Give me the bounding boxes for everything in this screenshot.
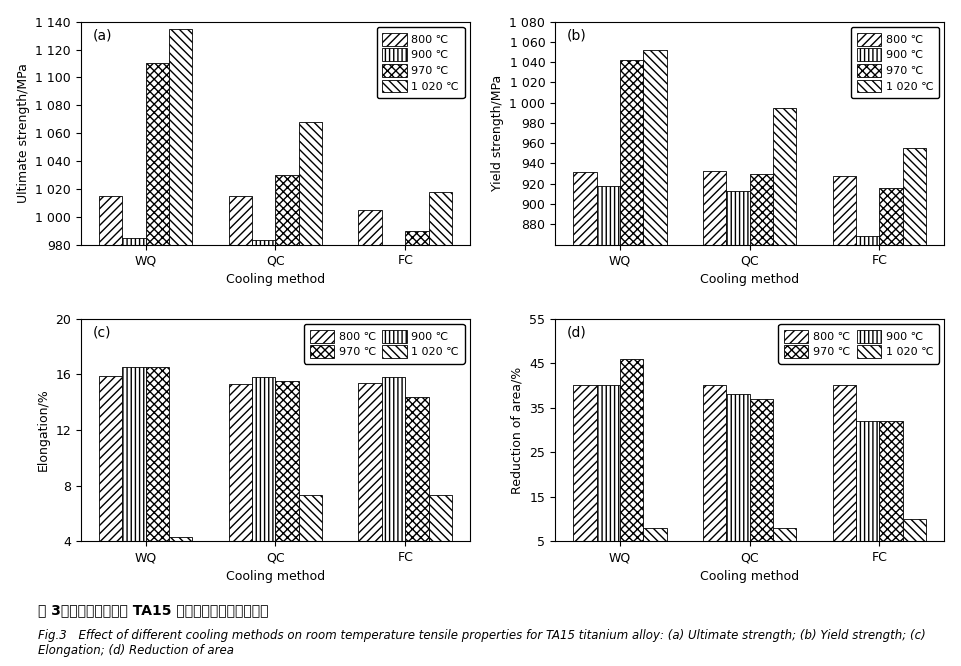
- Bar: [99, 376, 122, 541]
- Bar: [902, 519, 926, 541]
- Bar: [429, 192, 452, 244]
- Bar: [833, 386, 856, 541]
- Bar: [252, 240, 276, 244]
- Bar: [252, 377, 276, 541]
- Bar: [276, 381, 299, 541]
- Y-axis label: Elongation/%: Elongation/%: [37, 389, 50, 472]
- Legend: 800 ℃, 970 ℃, 900 ℃, 1 020 ℃: 800 ℃, 970 ℃, 900 ℃, 1 020 ℃: [778, 324, 939, 364]
- Bar: [146, 368, 169, 541]
- Bar: [703, 386, 727, 541]
- Bar: [879, 421, 902, 541]
- X-axis label: Cooling method: Cooling method: [226, 273, 325, 286]
- Bar: [727, 191, 750, 244]
- Bar: [856, 421, 879, 541]
- Bar: [750, 399, 773, 541]
- Text: (a): (a): [92, 29, 112, 43]
- Bar: [620, 60, 643, 244]
- X-axis label: Cooling method: Cooling method: [701, 569, 800, 583]
- Bar: [573, 386, 597, 541]
- Text: 图 3　不同冷却方式对 TA15 合金室温拉伸性能的影响: 图 3 不同冷却方式对 TA15 合金室温拉伸性能的影响: [38, 603, 269, 617]
- Bar: [597, 186, 620, 244]
- Y-axis label: Ultimate strength/MPa: Ultimate strength/MPa: [16, 63, 30, 203]
- Bar: [727, 394, 750, 541]
- Y-axis label: Reduction of area/%: Reduction of area/%: [511, 366, 524, 494]
- Bar: [879, 188, 902, 244]
- Legend: 800 ℃, 970 ℃, 900 ℃, 1 020 ℃: 800 ℃, 970 ℃, 900 ℃, 1 020 ℃: [304, 324, 464, 364]
- X-axis label: Cooling method: Cooling method: [226, 569, 325, 583]
- Legend: 800 ℃, 900 ℃, 970 ℃, 1 020 ℃: 800 ℃, 900 ℃, 970 ℃, 1 020 ℃: [377, 27, 464, 98]
- Bar: [299, 496, 322, 541]
- Bar: [856, 236, 879, 244]
- Bar: [358, 210, 382, 244]
- Bar: [597, 386, 620, 541]
- Bar: [382, 377, 406, 541]
- Text: Fig.3 Effect of different cooling methods on room temperature tensile properties: Fig.3 Effect of different cooling method…: [38, 629, 926, 657]
- Bar: [750, 174, 773, 244]
- Bar: [229, 384, 252, 541]
- Legend: 800 ℃, 900 ℃, 970 ℃, 1 020 ℃: 800 ℃, 900 ℃, 970 ℃, 1 020 ℃: [851, 27, 939, 98]
- Bar: [703, 170, 727, 244]
- Bar: [99, 196, 122, 244]
- Bar: [406, 396, 429, 541]
- Bar: [146, 63, 169, 244]
- Bar: [169, 537, 192, 541]
- Bar: [299, 122, 322, 244]
- Bar: [122, 238, 146, 244]
- Bar: [643, 50, 667, 244]
- Bar: [773, 528, 797, 541]
- Bar: [169, 29, 192, 244]
- X-axis label: Cooling method: Cooling method: [701, 273, 800, 286]
- Y-axis label: Yield strength/MPa: Yield strength/MPa: [491, 75, 504, 191]
- Bar: [773, 108, 797, 244]
- Bar: [643, 528, 667, 541]
- Bar: [620, 359, 643, 541]
- Text: (d): (d): [567, 325, 586, 339]
- Bar: [833, 176, 856, 244]
- Bar: [358, 383, 382, 541]
- Text: (c): (c): [92, 325, 111, 339]
- Bar: [122, 368, 146, 541]
- Bar: [406, 230, 429, 244]
- Text: (b): (b): [567, 29, 586, 43]
- Bar: [902, 149, 926, 244]
- Bar: [229, 196, 252, 244]
- Bar: [276, 175, 299, 244]
- Bar: [573, 172, 597, 244]
- Bar: [429, 496, 452, 541]
